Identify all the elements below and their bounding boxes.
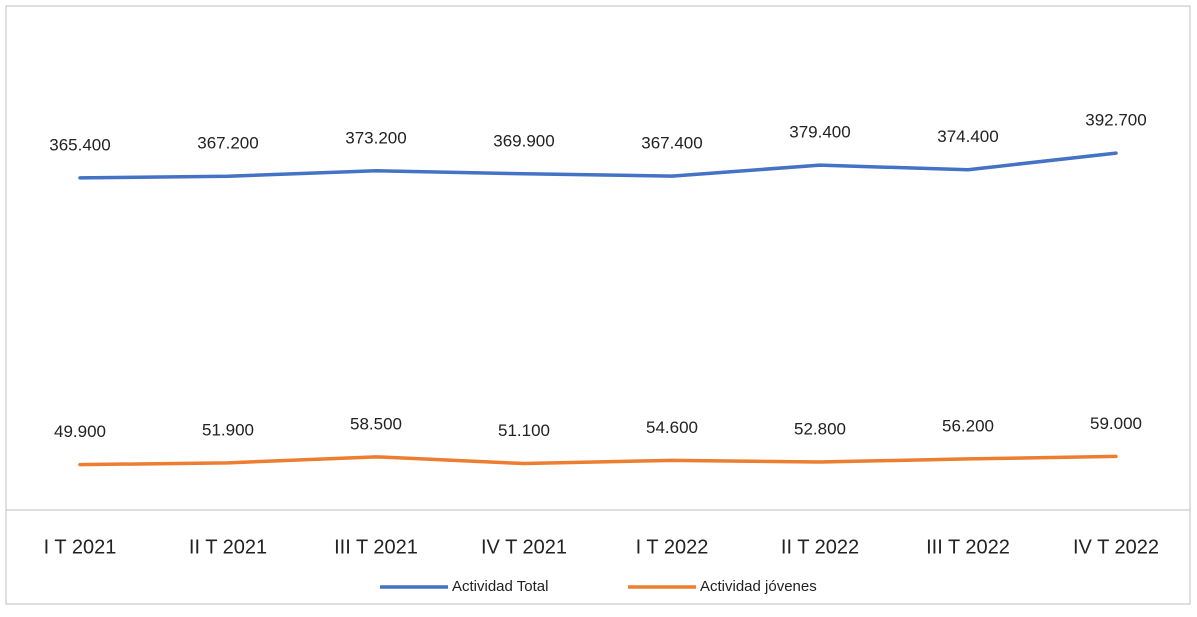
data-label: 51.900 (202, 420, 254, 439)
x-tick-label: IV T 2022 (1073, 536, 1159, 558)
data-label: 56.200 (942, 416, 994, 435)
data-label: 49.900 (54, 422, 106, 441)
x-tick-label: I T 2021 (44, 536, 117, 558)
chart-frame (5, 5, 1191, 605)
x-tick-label: III T 2022 (926, 536, 1010, 558)
data-label: 58.500 (350, 414, 402, 433)
x-tick-label: IV T 2021 (481, 536, 567, 558)
data-label: 51.100 (498, 421, 550, 440)
line (78, 151, 1118, 180)
data-label: 52.800 (794, 419, 846, 438)
data-label: 379.400 (789, 123, 850, 142)
data-label: 367.200 (197, 134, 258, 153)
data-label: 59.000 (1090, 414, 1142, 433)
data-label: 374.400 (937, 127, 998, 146)
x-tick-label: I T 2022 (636, 536, 709, 558)
x-tick-label: II T 2022 (781, 536, 859, 558)
legend-label: Actividad jóvenes (700, 578, 817, 595)
x-tick-label: III T 2021 (334, 536, 418, 558)
data-label: 369.900 (493, 131, 554, 150)
data-label: 373.200 (345, 128, 406, 147)
legend-label: Actividad Total (452, 578, 548, 595)
data-label: 365.400 (49, 135, 110, 154)
data-label: 392.700 (1085, 111, 1146, 130)
x-tick-label: II T 2021 (189, 536, 267, 558)
data-label: 54.600 (646, 418, 698, 437)
data-label: 367.400 (641, 134, 702, 153)
line (78, 454, 1118, 467)
